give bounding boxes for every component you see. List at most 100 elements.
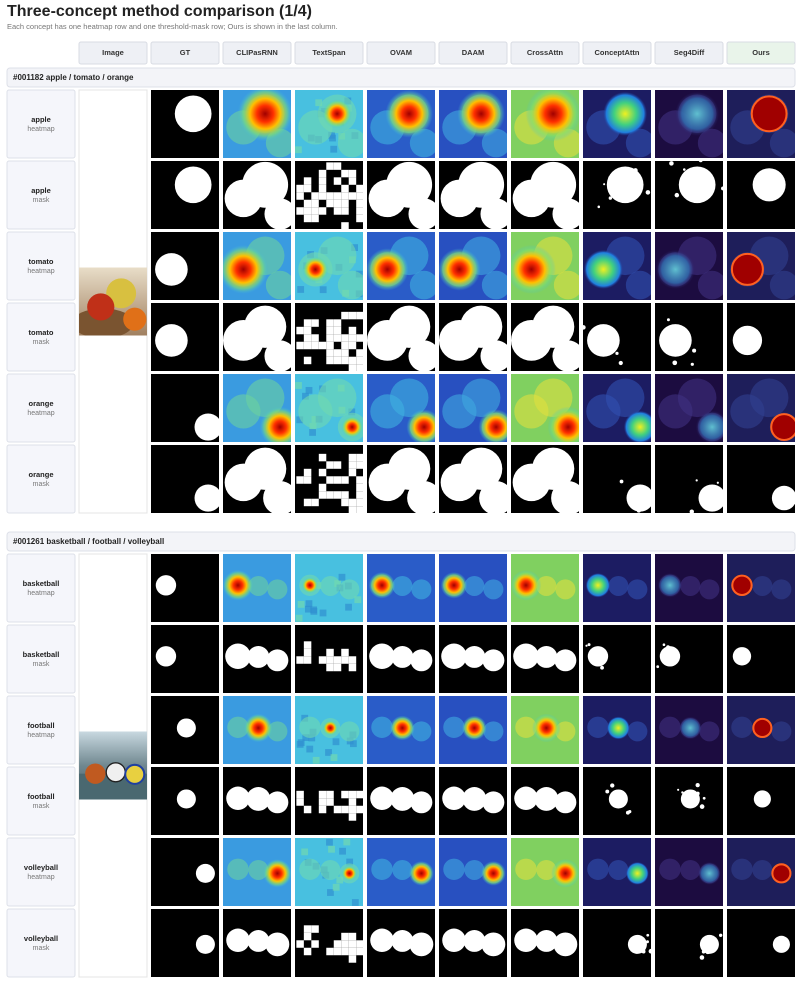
heatmap-cell: [655, 696, 723, 764]
region: [731, 716, 753, 738]
patch: [309, 429, 316, 436]
block: [348, 453, 357, 462]
region: [514, 928, 538, 953]
row-label-cell: [6, 444, 76, 514]
speckle: [585, 644, 588, 647]
region: [337, 270, 363, 300]
region: [659, 646, 681, 667]
block: [356, 207, 363, 215]
region: [464, 575, 485, 596]
heatmap-cell: [727, 232, 795, 300]
region: [411, 579, 432, 600]
block: [348, 813, 357, 821]
block: [303, 177, 312, 185]
speckle: [695, 791, 700, 796]
row-label-cell: [6, 160, 76, 230]
speckle: [639, 504, 643, 508]
block: [311, 192, 319, 200]
region: [480, 340, 507, 371]
region: [390, 787, 415, 811]
mask-cell: [583, 625, 651, 693]
region: [385, 90, 434, 138]
column-header-label: CLIPasRNN: [236, 48, 278, 57]
region: [481, 860, 506, 886]
row-kind: heatmap: [27, 268, 54, 275]
block: [326, 334, 334, 342]
heatmap-cell: [223, 90, 291, 158]
region: [695, 410, 723, 442]
block: [296, 940, 304, 948]
speckle: [690, 362, 694, 366]
block: [303, 468, 312, 477]
region: [608, 859, 629, 880]
block: [303, 356, 312, 365]
heatmap-cell: [295, 232, 363, 300]
speckle: [666, 318, 670, 322]
block: [326, 341, 334, 350]
region: [264, 340, 291, 371]
block: [348, 932, 357, 941]
heatmap-cell: [439, 696, 507, 764]
region: [441, 643, 467, 670]
block: [341, 656, 349, 664]
heatmap-cell: [511, 838, 579, 906]
region: [680, 575, 701, 596]
heatmap-cell: [367, 838, 435, 906]
block: [296, 184, 304, 193]
region: [392, 575, 413, 596]
heatmap-cell: [151, 374, 219, 442]
block: [341, 356, 349, 365]
block: [296, 192, 304, 200]
speckle: [615, 351, 619, 355]
mask-cell: [367, 767, 435, 835]
patch: [330, 145, 338, 153]
block: [318, 656, 327, 664]
heatmap-cell: [223, 554, 291, 622]
region: [266, 791, 289, 814]
block: [311, 940, 319, 948]
block: [296, 798, 304, 806]
block: [303, 947, 312, 956]
block: [356, 491, 363, 499]
block: [356, 199, 363, 208]
block: [303, 925, 312, 933]
block: [341, 648, 349, 657]
speckle: [692, 348, 697, 353]
region: [753, 790, 771, 808]
region: [625, 861, 649, 885]
region: [482, 649, 505, 672]
block: [326, 476, 334, 484]
heatmap-cell: [655, 838, 723, 906]
block: [311, 319, 319, 327]
region: [699, 721, 720, 742]
page-title: Three-concept method comparison (1/4): [7, 3, 312, 20]
mask-cell: [439, 161, 507, 229]
heatmap-cell: [655, 232, 723, 300]
region: [463, 930, 486, 952]
column-header-label: TextSpan: [312, 48, 346, 57]
region: [606, 166, 644, 204]
region: [551, 481, 579, 513]
row-label-cell: [6, 695, 76, 765]
row-kind: mask: [33, 197, 50, 204]
region: [367, 248, 409, 291]
region: [302, 256, 329, 283]
block: [348, 177, 357, 185]
speckle: [672, 360, 678, 366]
mask-cell: [583, 303, 651, 371]
region: [732, 647, 752, 666]
column-header: [78, 41, 148, 65]
block: [348, 805, 357, 814]
section-header: [6, 67, 796, 88]
speckle: [609, 342, 613, 346]
region: [339, 579, 360, 600]
mask-cell: [367, 445, 435, 513]
region: [554, 649, 577, 672]
speckle: [672, 651, 676, 655]
row-kind: mask: [33, 661, 50, 668]
region: [320, 575, 341, 596]
heatmap-cell: [511, 554, 579, 622]
mask-cell: [439, 445, 507, 513]
region: [512, 463, 551, 502]
